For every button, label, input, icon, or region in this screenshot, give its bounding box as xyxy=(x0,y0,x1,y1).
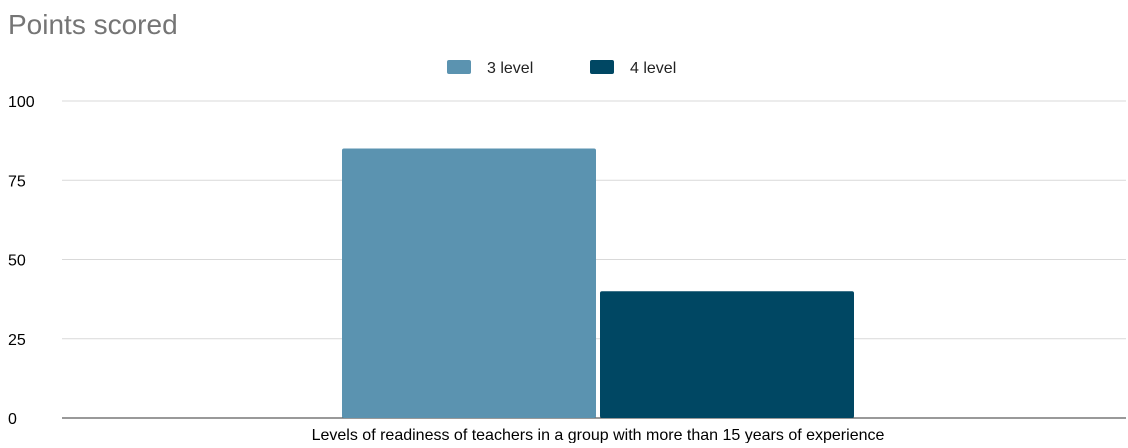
x-axis-label: Levels of readiness of teachers in a gro… xyxy=(312,427,885,443)
legend-label: 4 level xyxy=(630,60,676,77)
bars xyxy=(342,148,854,419)
bar-4-level xyxy=(600,291,854,418)
legend: 3 level 4 level xyxy=(447,60,676,77)
y-tick-label: 75 xyxy=(8,173,26,190)
chart-title: Points scored xyxy=(8,9,178,40)
bar-3-level xyxy=(342,148,596,419)
y-tick-label: 50 xyxy=(8,253,26,270)
y-tick-label: 25 xyxy=(8,332,26,349)
legend-label: 3 level xyxy=(487,60,533,77)
y-tick-label: 0 xyxy=(8,411,17,428)
legend-swatch xyxy=(590,60,614,74)
y-tick-label: 100 xyxy=(8,94,35,111)
legend-swatch xyxy=(447,60,471,74)
